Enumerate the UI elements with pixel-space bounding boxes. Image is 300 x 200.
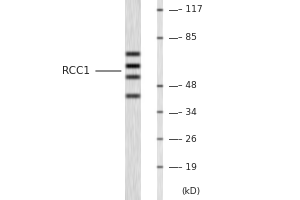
Text: – 34: – 34 <box>178 108 197 117</box>
Text: – 26: – 26 <box>178 134 197 144</box>
Text: – 85: – 85 <box>178 33 197 43</box>
Text: – 117: – 117 <box>178 5 203 15</box>
Text: – 48: – 48 <box>178 82 197 90</box>
Text: RCC1: RCC1 <box>62 66 90 76</box>
Text: (kD): (kD) <box>181 187 200 196</box>
Text: – 19: – 19 <box>178 162 197 171</box>
